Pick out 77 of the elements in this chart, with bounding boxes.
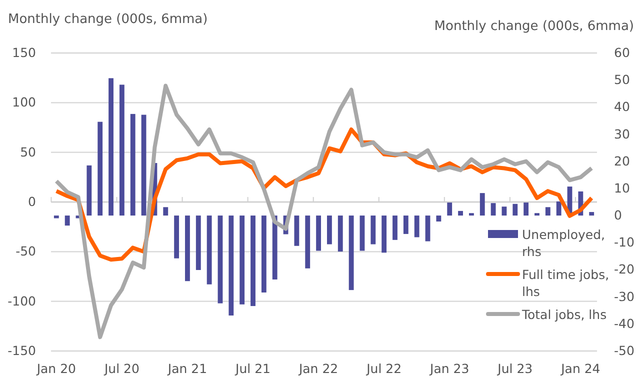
bar [382, 216, 387, 253]
y2-tick-label: 50 [614, 72, 630, 88]
bar [370, 216, 376, 244]
x-tick-label: Jul 21 [234, 360, 270, 376]
bar [305, 216, 310, 268]
bar [228, 216, 234, 316]
y2-tick-label: -20 [614, 262, 634, 277]
bar [119, 84, 124, 216]
bar [130, 114, 136, 216]
y2-tick-label: 30 [614, 126, 630, 142]
bar [589, 212, 594, 216]
bar [316, 216, 321, 251]
bar [502, 206, 507, 216]
y-tick-label: 100 [12, 94, 36, 110]
y2-tick-label: -30 [614, 288, 634, 304]
bar [534, 213, 540, 216]
bar [338, 216, 343, 252]
bar [490, 203, 496, 216]
y-tick-label: -50 [16, 244, 36, 259]
bar [174, 216, 180, 258]
bar [524, 202, 529, 216]
y-tick-label: -100 [8, 293, 36, 308]
bar [185, 216, 190, 282]
bar [294, 216, 300, 246]
bar [54, 216, 59, 218]
y-tick-label: -150 [8, 343, 36, 358]
y2-tick-label: -10 [614, 234, 634, 250]
bar [250, 216, 256, 306]
bar [458, 210, 463, 216]
x-tick-label: Jan 23 [429, 360, 470, 376]
bar [447, 202, 452, 216]
bar [360, 216, 365, 251]
bar [425, 216, 430, 242]
bar [480, 193, 485, 216]
bar [86, 165, 92, 216]
x-tick-label: Jul 23 [496, 360, 533, 376]
bar [348, 216, 354, 290]
x-tick-label: Jul 22 [366, 360, 402, 376]
x-tick-label: Jan 21 [166, 360, 208, 376]
legend-label: Total jobs, lhs [521, 307, 607, 322]
y-tick-label: 50 [20, 144, 36, 160]
bar [240, 216, 245, 304]
bar [163, 207, 168, 216]
y2-tick-label: 40 [614, 99, 630, 114]
x-tick-label: Jan 22 [298, 360, 338, 376]
bar [218, 216, 223, 304]
y2-tick-label: 10 [614, 180, 630, 196]
bar [196, 216, 201, 270]
y2-tick-label: 20 [614, 153, 630, 168]
x-tick-label: Jul 20 [103, 360, 140, 376]
y-tick-label: 0 [28, 194, 36, 209]
bar [545, 207, 550, 216]
bar [414, 216, 420, 238]
bar [512, 204, 518, 216]
y2-tick-label: -50 [614, 343, 634, 358]
bar [327, 216, 332, 244]
y2-tick-label: 0 [614, 208, 622, 223]
x-tick-label: Jan 20 [36, 360, 76, 376]
y-axis-title: Monthly change (000s, 6mma) [8, 12, 208, 27]
legend-label: Unemployed, rhs [522, 227, 605, 259]
bar [468, 213, 474, 216]
bar [403, 216, 408, 234]
bar [392, 216, 398, 240]
bar [556, 201, 562, 216]
y2-axis-title: Monthly change (000s, 6mma) [434, 19, 634, 34]
bar [261, 216, 266, 292]
bar [98, 122, 103, 216]
bar [64, 216, 70, 226]
y2-tick-label: 60 [614, 45, 630, 60]
bar [108, 78, 114, 216]
bar [141, 114, 146, 216]
x-tick-label: Jan 24 [560, 360, 600, 376]
y-tick-label: 150 [12, 45, 36, 60]
legend-label: Full time jobs, lhs [522, 267, 610, 299]
bar [436, 216, 442, 222]
bar [206, 216, 212, 284]
y2-tick-label: -40 [614, 316, 634, 331]
